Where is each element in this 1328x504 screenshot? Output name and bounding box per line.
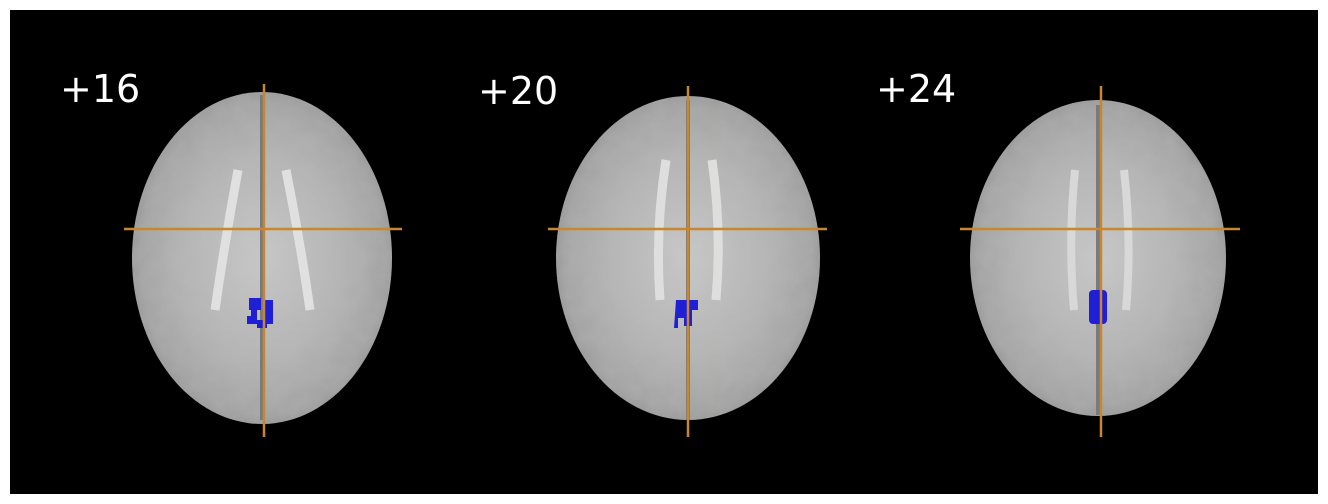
slice: +24 [876, 67, 1240, 437]
slice: +20 [478, 69, 827, 437]
slice-label: +24 [876, 67, 956, 111]
activation [247, 298, 273, 328]
activation [1089, 290, 1107, 324]
activation [674, 300, 698, 328]
ventricle [1067, 169, 1133, 311]
slice: +16 [60, 67, 402, 437]
ventricle [210, 169, 315, 311]
slice-label: +16 [60, 67, 140, 111]
slice-label: +20 [478, 69, 558, 113]
